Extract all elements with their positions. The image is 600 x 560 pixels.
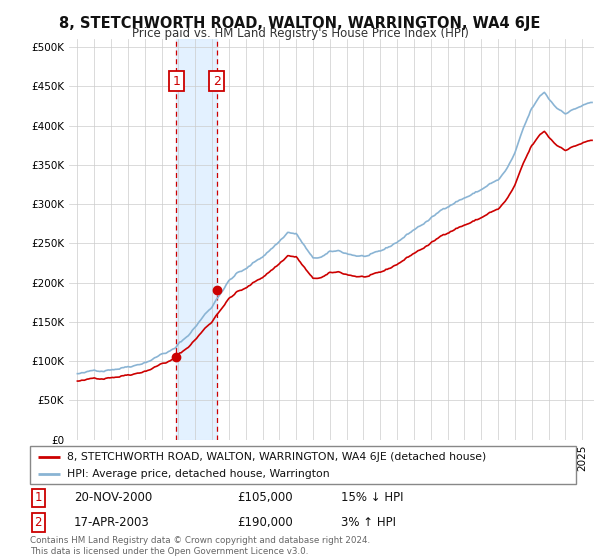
Text: Price paid vs. HM Land Registry's House Price Index (HPI): Price paid vs. HM Land Registry's House … [131, 27, 469, 40]
Text: HPI: Average price, detached house, Warrington: HPI: Average price, detached house, Warr… [67, 469, 330, 479]
FancyBboxPatch shape [30, 446, 576, 484]
Text: 8, STETCHWORTH ROAD, WALTON, WARRINGTON, WA4 6JE: 8, STETCHWORTH ROAD, WALTON, WARRINGTON,… [59, 16, 541, 31]
Bar [176, 39, 217, 440]
Text: 2: 2 [34, 516, 42, 529]
Text: 20-NOV-2000: 20-NOV-2000 [74, 491, 152, 504]
Text: 17-APR-2003: 17-APR-2003 [74, 516, 149, 529]
Text: 1: 1 [172, 74, 180, 88]
Text: 2: 2 [213, 74, 221, 88]
Text: Contains HM Land Registry data © Crown copyright and database right 2024.
This d: Contains HM Land Registry data © Crown c… [30, 536, 370, 556]
Text: £190,000: £190,000 [238, 516, 293, 529]
Text: £105,000: £105,000 [238, 491, 293, 504]
Text: 1: 1 [34, 491, 42, 504]
Text: 8, STETCHWORTH ROAD, WALTON, WARRINGTON, WA4 6JE (detached house): 8, STETCHWORTH ROAD, WALTON, WARRINGTON,… [67, 451, 487, 461]
Text: 15% ↓ HPI: 15% ↓ HPI [341, 491, 404, 504]
Text: 3% ↑ HPI: 3% ↑ HPI [341, 516, 396, 529]
